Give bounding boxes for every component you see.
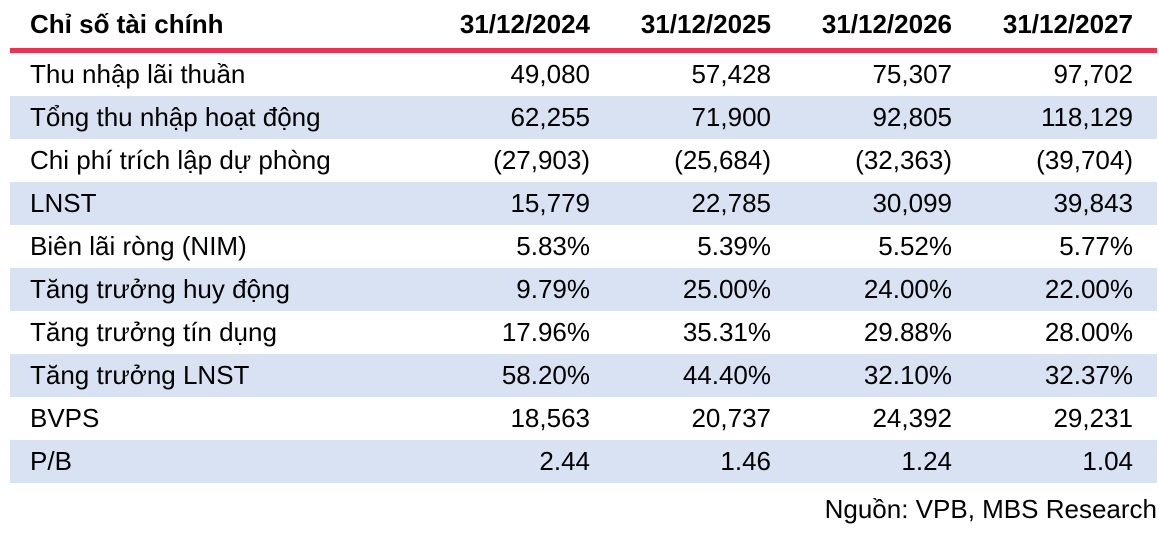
cell-value: 29,231 — [1053, 403, 1133, 433]
cell-value: 28.00% — [1044, 317, 1133, 347]
column-header-date-2025: 31/12/2025 — [614, 0, 795, 53]
table-body: Thu nhập lãi thuần 49,080 57,428 75,307 … — [10, 51, 1157, 483]
cell-value: 17.96% — [501, 317, 590, 347]
cell-value: 62,255 — [433, 96, 614, 139]
row-label: P/B — [10, 440, 433, 483]
table-header-row: Chỉ số tài chính 31/12/2024 31/12/2025 3… — [10, 0, 1157, 53]
table-row: Thu nhập lãi thuần 49,080 57,428 75,307 … — [10, 51, 1157, 97]
financial-table-page: Chỉ số tài chính 31/12/2024 31/12/2025 3… — [10, 0, 1157, 524]
cell-value: 118,129 — [976, 96, 1157, 139]
cell-value: 58.20% — [433, 354, 614, 397]
cell-value: 5.83% — [516, 231, 590, 261]
cell-value: (27,903) — [493, 145, 590, 175]
cell-value: 24,392 — [872, 403, 952, 433]
cell-value: 39,843 — [976, 182, 1157, 225]
column-header-metric: Chỉ số tài chính — [10, 0, 433, 53]
table-row: Tăng trưởng huy động 9.79% 25.00% 24.00%… — [10, 268, 1157, 311]
cell-value: 5.77% — [1059, 231, 1133, 261]
cell-value: 5.52% — [878, 231, 952, 261]
row-label: Biên lãi ròng (NIM) — [30, 231, 247, 261]
cell-value: 5.39% — [697, 231, 771, 261]
cell-value: 97,702 — [1053, 59, 1133, 89]
financial-metrics-table: Chỉ số tài chính 31/12/2024 31/12/2025 3… — [10, 0, 1157, 483]
table-row: Tổng thu nhập hoạt động 62,255 71,900 92… — [10, 96, 1157, 139]
column-header-date-2027: 31/12/2027 — [976, 0, 1157, 53]
cell-value: (25,684) — [674, 145, 771, 175]
cell-value: 92,805 — [795, 96, 976, 139]
cell-value: 24.00% — [795, 268, 976, 311]
table-row: Chi phí trích lập dự phòng (27,903) (25,… — [10, 139, 1157, 182]
cell-value: 35.31% — [682, 317, 771, 347]
cell-value: 15,779 — [433, 182, 614, 225]
cell-value: 75,307 — [872, 59, 952, 89]
cell-value: (32,363) — [855, 145, 952, 175]
row-label: Thu nhập lãi thuần — [30, 59, 246, 89]
cell-value: 71,900 — [614, 96, 795, 139]
cell-value: 9.79% — [433, 268, 614, 311]
column-header-date-2024: 31/12/2024 — [433, 0, 614, 53]
table-row: Biên lãi ròng (NIM) 5.83% 5.39% 5.52% 5.… — [10, 225, 1157, 268]
cell-value: 32.10% — [795, 354, 976, 397]
table-row: BVPS 18,563 20,737 24,392 29,231 — [10, 397, 1157, 440]
row-label: LNST — [10, 182, 433, 225]
cell-value: 25.00% — [614, 268, 795, 311]
cell-value: 29.88% — [863, 317, 952, 347]
row-label: Chi phí trích lập dự phòng — [30, 145, 331, 175]
column-header-date-2026: 31/12/2026 — [795, 0, 976, 53]
cell-value: 44.40% — [614, 354, 795, 397]
table-row: Tăng trưởng LNST 58.20% 44.40% 32.10% 32… — [10, 354, 1157, 397]
cell-value: 2.44 — [433, 440, 614, 483]
cell-value: 49,080 — [510, 59, 590, 89]
table-row: P/B 2.44 1.46 1.24 1.04 — [10, 440, 1157, 483]
cell-value: 20,737 — [691, 403, 771, 433]
cell-value: 30,099 — [795, 182, 976, 225]
cell-value: 1.24 — [795, 440, 976, 483]
source-note: Nguồn: VPB, MBS Research — [824, 494, 1157, 524]
row-label: Tăng trưởng tín dụng — [30, 317, 277, 347]
cell-value: 32.37% — [976, 354, 1157, 397]
cell-value: (39,704) — [1036, 145, 1133, 175]
cell-value: 22,785 — [614, 182, 795, 225]
row-label: Tổng thu nhập hoạt động — [10, 96, 433, 139]
cell-value: 57,428 — [691, 59, 771, 89]
row-label: Tăng trưởng huy động — [10, 268, 433, 311]
cell-value: 22.00% — [976, 268, 1157, 311]
cell-value: 1.46 — [614, 440, 795, 483]
cell-value: 1.04 — [976, 440, 1157, 483]
row-label: Tăng trưởng LNST — [10, 354, 433, 397]
table-row: Tăng trưởng tín dụng 17.96% 35.31% 29.88… — [10, 311, 1157, 354]
table-row: LNST 15,779 22,785 30,099 39,843 — [10, 182, 1157, 225]
cell-value: 18,563 — [510, 403, 590, 433]
row-label: BVPS — [30, 403, 100, 433]
